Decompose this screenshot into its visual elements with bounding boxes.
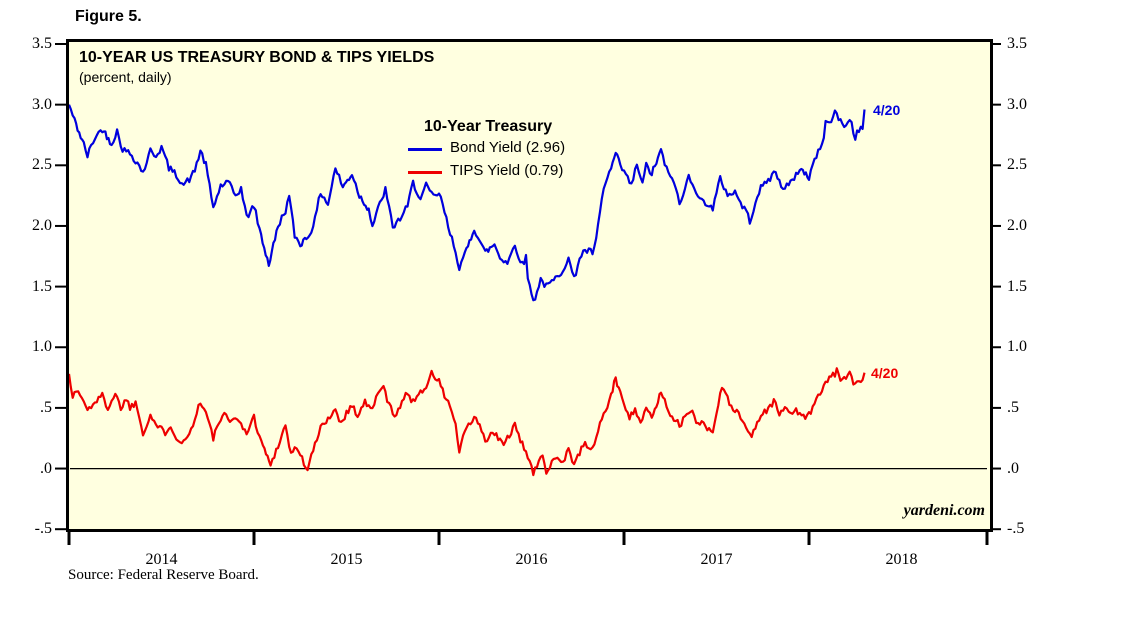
bond-yield-end-date-label: 4/20: [873, 102, 901, 118]
watermark: yardeni.com: [903, 502, 985, 519]
legend-header: 10-Year Treasury: [424, 118, 553, 135]
x-year-label-2017: 2017: [700, 551, 733, 568]
y-tick-label-right-.0: .0: [1007, 459, 1019, 477]
y-tick-label-right-1.5: 1.5: [1007, 277, 1027, 295]
y-tick-label-right-3.5: 3.5: [1007, 35, 1027, 52]
x-year-label-2018: 2018: [885, 551, 918, 568]
y-tick-label-right-2.5: 2.5: [1007, 156, 1027, 174]
chart-title: 10-YEAR US TREASURY BOND & TIPS YIELDS: [79, 49, 435, 66]
figure-label: Figure 5.: [75, 8, 142, 25]
y-tick-label-left-3.5: 3.5: [32, 35, 52, 52]
x-year-label-2015: 2015: [330, 551, 363, 568]
y-tick-label-right-1.0: 1.0: [1007, 338, 1027, 356]
y-tick-label-right--.5: -.5: [1007, 520, 1025, 538]
y-tick-label-left-2.0: 2.0: [32, 216, 52, 234]
chart-subtitle: (percent, daily): [79, 69, 172, 85]
legend-label-bond-yield: Bond Yield (2.96): [450, 139, 566, 156]
y-tick-label-right-3.0: 3.0: [1007, 95, 1027, 113]
y-tick-label-left-1.5: 1.5: [32, 277, 52, 295]
y-tick-label-left-2.5: 2.5: [32, 156, 52, 174]
x-year-label-2014: 2014: [145, 551, 178, 568]
y-tick-label-left--.5: -.5: [34, 520, 52, 538]
bond-yield-line-swatch: [408, 148, 442, 151]
y-tick-label-left-.0: .0: [40, 459, 52, 477]
y-tick-label-right-.5: .5: [1007, 398, 1019, 416]
x-year-label-2016: 2016: [515, 551, 548, 568]
tips-yield-end-date-label: 4/20: [871, 365, 899, 381]
legend-label-tips-yield: TIPS Yield (0.79): [450, 162, 564, 179]
y-tick-label-left-3.0: 3.0: [32, 95, 52, 113]
y-tick-label-right-2.0: 2.0: [1007, 216, 1027, 234]
source-note: Source: Federal Reserve Board.: [68, 567, 259, 583]
y-tick-label-left-.5: .5: [40, 398, 52, 416]
tips-yield-line-swatch: [408, 171, 442, 174]
y-tick-label-left-1.0: 1.0: [32, 338, 52, 356]
plot-area: [66, 39, 993, 532]
